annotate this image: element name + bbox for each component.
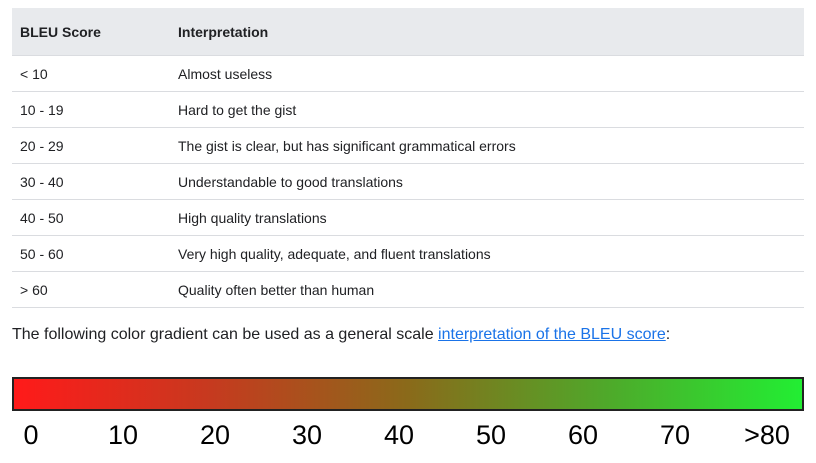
table-row: < 10 Almost useless	[12, 56, 804, 92]
table-row: 20 - 29 The gist is clear, but has signi…	[12, 128, 804, 164]
interpretation-cell: Almost useless	[178, 65, 273, 82]
bleu-color-gradient	[12, 377, 804, 411]
header-interpretation: Interpretation	[178, 23, 269, 40]
table-row: 50 - 60 Very high quality, adequate, and…	[12, 236, 804, 272]
scale-tick-label: 10	[107, 420, 139, 450]
table-row: > 60 Quality often better than human	[12, 272, 804, 308]
interpretation-cell: High quality translations	[178, 209, 327, 226]
description-text: The following color gradient can be used…	[12, 326, 439, 343]
scale-tick-label: 50	[475, 420, 507, 450]
table-row: 10 - 19 Hard to get the gist	[12, 92, 804, 128]
header-bleu-score: BLEU Score	[20, 23, 101, 40]
interpretation-cell: The gist is clear, but has significant g…	[178, 137, 516, 154]
description-suffix: :	[665, 326, 671, 343]
scale-tick-label: 20	[199, 420, 231, 450]
scale-tick-label: 60	[567, 420, 599, 450]
scale-tick-label: 0	[23, 420, 39, 450]
table-row: 40 - 50 High quality translations	[12, 200, 804, 236]
interpretation-cell: Understandable to good translations	[178, 173, 403, 190]
table-row: 30 - 40 Understandable to good translati…	[12, 164, 804, 200]
score-cell: 20 - 29	[20, 137, 64, 154]
scale-tick-label: >80	[744, 420, 790, 450]
gradient-description: The following color gradient can be used…	[12, 326, 670, 344]
scale-tick-label: 30	[291, 420, 323, 450]
score-cell: 50 - 60	[20, 245, 64, 262]
scale-tick-label: 40	[383, 420, 415, 450]
bleu-score-table: BLEU Score Interpretation < 10 Almost us…	[12, 8, 804, 308]
scale-tick-label: 70	[659, 420, 691, 450]
score-cell: 10 - 19	[20, 101, 64, 118]
score-cell: > 60	[20, 281, 48, 298]
bleu-interpretation-link[interactable]: interpretation of the BLEU score	[438, 326, 666, 343]
interpretation-cell: Very high quality, adequate, and fluent …	[178, 245, 491, 262]
score-cell: < 10	[20, 65, 48, 82]
table-header-row: BLEU Score Interpretation	[12, 8, 804, 56]
score-cell: 40 - 50	[20, 209, 64, 226]
gradient-scale-labels: 0 10 20 30 40 50 60 70 >80	[0, 420, 816, 460]
score-cell: 30 - 40	[20, 173, 64, 190]
interpretation-cell: Quality often better than human	[178, 281, 375, 298]
interpretation-cell: Hard to get the gist	[178, 101, 297, 118]
